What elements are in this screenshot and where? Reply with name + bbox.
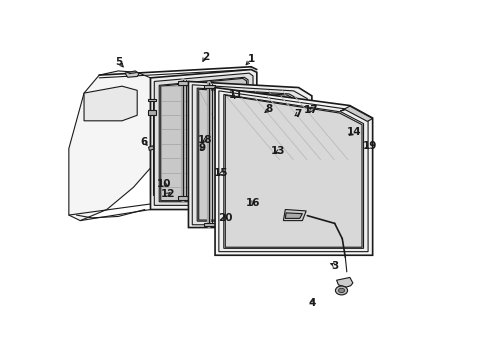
Polygon shape (69, 71, 150, 221)
Polygon shape (204, 222, 216, 226)
Text: 13: 13 (271, 146, 286, 156)
Text: 4: 4 (308, 298, 316, 308)
Text: 20: 20 (218, 213, 233, 224)
Polygon shape (150, 69, 257, 210)
Polygon shape (283, 210, 306, 221)
Text: 10: 10 (156, 179, 171, 189)
Polygon shape (148, 99, 156, 102)
Polygon shape (197, 88, 302, 221)
Text: 9: 9 (199, 143, 206, 153)
Polygon shape (159, 77, 248, 202)
Text: 7: 7 (294, 109, 301, 119)
Text: 16: 16 (246, 198, 260, 208)
Polygon shape (189, 81, 312, 228)
Text: 2: 2 (202, 51, 209, 62)
Polygon shape (224, 94, 364, 248)
Polygon shape (148, 146, 154, 150)
Circle shape (336, 286, 347, 295)
Polygon shape (125, 71, 139, 77)
Polygon shape (341, 106, 372, 121)
Text: 17: 17 (304, 105, 318, 115)
Polygon shape (154, 73, 253, 205)
Text: 1: 1 (247, 54, 255, 64)
Text: 11: 11 (229, 90, 243, 100)
Text: 15: 15 (214, 168, 229, 179)
Text: 8: 8 (266, 104, 273, 114)
Polygon shape (285, 213, 302, 219)
Text: 3: 3 (332, 261, 339, 270)
Circle shape (339, 288, 344, 293)
Text: 6: 6 (141, 138, 147, 148)
Text: 18: 18 (197, 135, 212, 145)
Text: 19: 19 (363, 141, 377, 151)
Polygon shape (219, 91, 368, 252)
Text: 12: 12 (160, 189, 175, 199)
Polygon shape (215, 87, 372, 255)
Polygon shape (337, 278, 353, 287)
Polygon shape (84, 86, 137, 121)
Polygon shape (161, 78, 246, 201)
Polygon shape (178, 81, 189, 85)
Polygon shape (225, 95, 362, 247)
Polygon shape (192, 85, 307, 225)
Polygon shape (204, 85, 216, 89)
Text: 14: 14 (346, 127, 361, 138)
Polygon shape (148, 110, 156, 115)
Polygon shape (178, 196, 189, 200)
Polygon shape (199, 89, 300, 220)
Text: 5: 5 (115, 57, 122, 67)
